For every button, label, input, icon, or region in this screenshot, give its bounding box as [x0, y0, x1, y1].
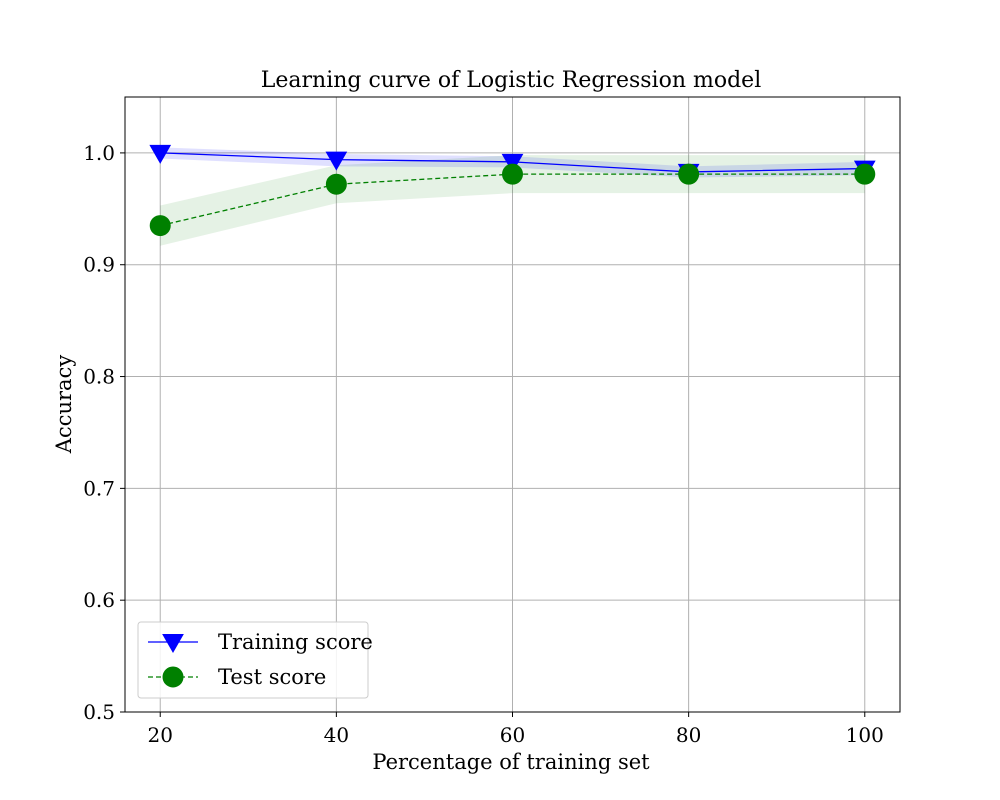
y-tick-label: 0.8: [83, 365, 115, 389]
y-tick-label: 0.6: [83, 588, 115, 612]
training-score-point: [149, 144, 172, 164]
y-tick-label: 0.9: [83, 253, 115, 277]
legend-box: [137, 621, 369, 699]
legend-test-score-label: Test score: [218, 665, 326, 689]
legend-training-score-marker: [162, 634, 184, 654]
test-score-line: [160, 173, 865, 227]
x-axis-label: Percentage of training set: [372, 750, 650, 774]
training-score-point: [501, 153, 524, 173]
test-score-point: [502, 163, 523, 185]
axis-ticks: 20 40 60 80 100 0.5 0.6 0.7 0.8 0.9 1.0: [83, 141, 884, 747]
training-score-point: [325, 151, 348, 171]
y-tick-label: 0.7: [83, 476, 115, 500]
y-tick-label: 0.5: [83, 700, 115, 724]
x-tick-label: 40: [324, 723, 349, 747]
chart-title: Learning curve of Logistic Regression mo…: [261, 68, 761, 93]
y-axis-label: Accuracy: [52, 355, 76, 455]
x-tick-label: 60: [500, 723, 525, 747]
x-tick-label: 20: [148, 723, 173, 747]
test-score-point: [149, 215, 171, 237]
series-markers: [149, 144, 876, 237]
legend: Training score Test score: [137, 621, 373, 699]
legend-training-score-label: Training score: [218, 630, 373, 654]
test-score-point: [678, 163, 700, 185]
y-tick-label: 1.0: [83, 141, 115, 165]
x-tick-label: 100: [846, 723, 884, 747]
test-score-point: [854, 163, 876, 185]
test-score-point: [325, 173, 347, 195]
x-tick-label: 80: [676, 723, 701, 747]
legend-test-score-marker: [162, 666, 184, 688]
